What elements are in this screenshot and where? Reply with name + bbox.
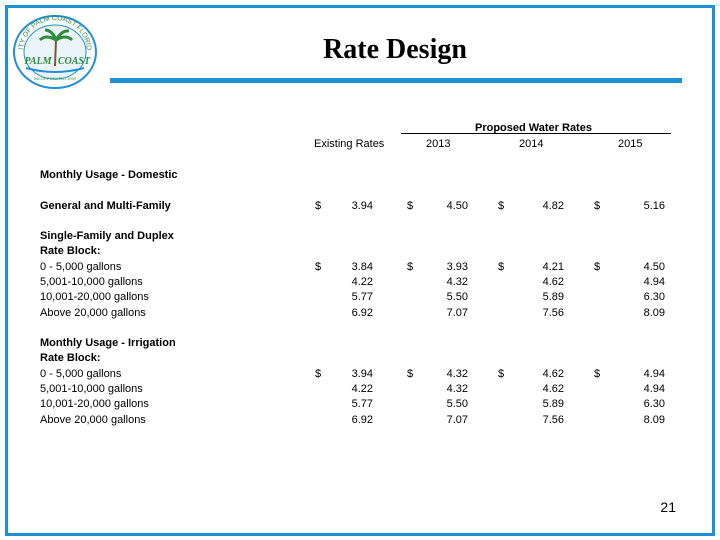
page-title: Rate Design: [323, 34, 467, 65]
logo-name-left: PALM: [24, 56, 52, 67]
value-existing: 3.94: [351, 368, 373, 380]
value-existing: 5.77: [351, 398, 373, 410]
proposed-rates-header: Proposed Water Rates: [475, 122, 592, 134]
rate-block-label: Rate Block:: [40, 352, 101, 364]
value-existing: 5.77: [351, 291, 373, 303]
title-underline: [110, 78, 682, 83]
value-2013: 7.07: [446, 414, 468, 426]
value-2014: 4.21: [542, 261, 564, 273]
logo-name-right: COAST: [58, 56, 91, 67]
city-seal-logo: CITY OF PALM COAST FLORIDA PALM COAST IN…: [12, 14, 97, 89]
value-2014: 4.62: [542, 276, 564, 288]
value-2015: 4.94: [643, 368, 665, 380]
value-2014: 7.56: [542, 414, 564, 426]
page-number: 21: [660, 499, 676, 515]
value-2015: 8.09: [643, 414, 665, 426]
col-header-2014: 2014: [519, 138, 544, 150]
col-header-2013: 2013: [426, 138, 451, 150]
currency-symbol: $: [315, 261, 322, 273]
value-2015: 6.30: [643, 291, 665, 303]
value-2015: 4.94: [643, 276, 665, 288]
currency-symbol: $: [315, 200, 322, 212]
row-label: 5,001-10,000 gallons: [40, 276, 143, 288]
value-2014: 4.62: [542, 368, 564, 380]
value-2013: 3.93: [446, 261, 468, 273]
row-label: 10,001-20,000 gallons: [40, 291, 149, 303]
row-label: Above 20,000 gallons: [40, 414, 146, 426]
value-2013: 4.32: [446, 276, 468, 288]
section-label-irrigation: Monthly Usage - Irrigation: [40, 337, 176, 349]
currency-symbol: $: [594, 368, 601, 380]
currency-symbol: $: [407, 200, 414, 212]
value-2015: 5.16: [643, 200, 665, 212]
value-2015: 8.09: [643, 307, 665, 319]
currency-symbol: $: [594, 261, 601, 273]
value-existing: 4.22: [351, 276, 373, 288]
section-label-domestic: Monthly Usage - Domestic: [40, 169, 178, 181]
rate-block-label: Rate Block:: [40, 245, 101, 257]
value-2013: 7.07: [446, 307, 468, 319]
value-2014: 5.89: [542, 398, 564, 410]
value-2014: 4.82: [542, 200, 564, 212]
logo-incorporated: INCORPORATED 1999: [34, 76, 77, 81]
section-label-single-family: Single-Family and Duplex: [40, 230, 174, 242]
value-2014: 5.89: [542, 291, 564, 303]
value-existing: 6.92: [351, 414, 373, 426]
currency-symbol: $: [407, 368, 414, 380]
slide-frame: [5, 5, 715, 536]
col-header-2015: 2015: [618, 138, 643, 150]
currency-symbol: $: [594, 200, 601, 212]
row-label: Above 20,000 gallons: [40, 307, 146, 319]
value-2014: 4.62: [542, 383, 564, 395]
currency-symbol: $: [315, 368, 322, 380]
value-2015: 4.94: [643, 383, 665, 395]
value-existing: 3.84: [351, 261, 373, 273]
row-label: 10,001-20,000 gallons: [40, 398, 149, 410]
value-existing: 6.92: [351, 307, 373, 319]
value-2015: 6.30: [643, 398, 665, 410]
proposed-rates-header-line: [401, 133, 671, 134]
row-label: 0 - 5,000 gallons: [40, 368, 122, 380]
currency-symbol: $: [498, 261, 505, 273]
value-2015: 4.50: [643, 261, 665, 273]
row-label: 5,001-10,000 gallons: [40, 383, 143, 395]
value-2013: 4.50: [446, 200, 468, 212]
value-2014: 7.56: [542, 307, 564, 319]
value-2013: 4.32: [446, 383, 468, 395]
value-existing: 3.94: [351, 200, 373, 212]
row-label: 0 - 5,000 gallons: [40, 261, 122, 273]
value-2013: 4.32: [446, 368, 468, 380]
row-label: General and Multi-Family: [40, 200, 171, 212]
currency-symbol: $: [498, 368, 505, 380]
value-existing: 4.22: [351, 383, 373, 395]
currency-symbol: $: [498, 200, 505, 212]
currency-symbol: $: [407, 261, 414, 273]
col-header-existing: Existing Rates: [314, 138, 385, 150]
value-2013: 5.50: [446, 398, 468, 410]
value-2013: 5.50: [446, 291, 468, 303]
